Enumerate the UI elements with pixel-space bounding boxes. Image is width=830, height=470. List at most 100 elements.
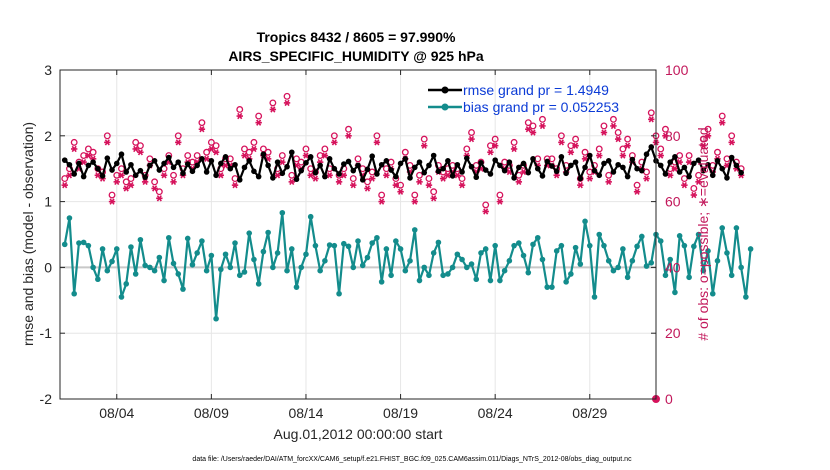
obs-possible-marker [690, 184, 698, 192]
bias-point [691, 243, 697, 250]
left-tick-label: 1 [44, 194, 52, 210]
obs-evaluated-marker [383, 172, 390, 179]
bias-point [497, 277, 503, 284]
rmse-point [232, 161, 238, 168]
bias-point [336, 290, 342, 297]
asterisk-stroke [95, 172, 101, 179]
obs-evaluated-marker [681, 181, 688, 189]
rmse-point [482, 167, 489, 173]
obs-evaluated-marker [364, 185, 371, 192]
rmse-point [298, 167, 305, 174]
asterisk-stroke [336, 178, 342, 186]
rmse-point [236, 177, 243, 183]
rmse-point [539, 173, 546, 179]
asterisk-stroke [700, 142, 706, 149]
rmse-point [345, 158, 352, 165]
bias-point [128, 244, 134, 250]
rmse-point [383, 158, 390, 164]
rmse-point [402, 156, 409, 162]
rmse-point [147, 162, 153, 169]
obs-possible-marker [420, 135, 428, 143]
obs-possible-marker [496, 191, 504, 199]
x-tick-label: 08/04 [99, 405, 134, 421]
rmse-point [705, 161, 711, 168]
bias-point [208, 252, 215, 259]
asterisk-stroke [412, 198, 418, 205]
bias-point [478, 250, 484, 256]
rmse-point [123, 169, 130, 175]
rmse-point [445, 158, 451, 164]
right-tick-label: 20 [665, 325, 681, 341]
bias-point [255, 281, 262, 287]
rmse-point [544, 158, 551, 165]
obs-evaluated-marker [132, 145, 139, 153]
chart-title-line2: AIRS_SPECIFIC_HUMIDITY @ 925 hPa [228, 48, 484, 64]
obs-possible-marker [539, 115, 546, 123]
rmse-point [128, 161, 134, 168]
asterisk-stroke [152, 185, 158, 192]
rmse-point [241, 164, 248, 171]
bias-point [586, 242, 593, 249]
rmse-point [151, 158, 158, 164]
asterisk-stroke [161, 172, 167, 179]
obs-possible-marker [718, 112, 726, 120]
rmse-point [251, 168, 257, 175]
obs-possible-marker [491, 135, 499, 143]
asterisk-stroke [705, 132, 711, 139]
legend: rmse grand pr = 1.4949 bias grand pr = 0… [428, 82, 619, 115]
bias-point [161, 277, 167, 284]
obs-evaluated-marker [66, 172, 73, 179]
obs-possible-marker [430, 188, 438, 196]
rmse-point [407, 175, 413, 181]
bias-point [482, 246, 489, 252]
rmse-point [426, 162, 432, 169]
obs-evaluated-marker [274, 172, 281, 179]
bias-point [572, 244, 579, 251]
rmse-point [303, 159, 309, 166]
rmse-point [639, 167, 645, 174]
bias-point [568, 271, 574, 277]
bias-point [104, 267, 111, 274]
rmse-point [492, 157, 498, 163]
obs-evaluated-marker [345, 132, 352, 139]
obs-possible-marker [203, 148, 211, 156]
obs-evaluated-marker [61, 181, 68, 189]
obs-possible-marker [416, 171, 423, 179]
x-tick-label: 08/24 [478, 405, 513, 421]
asterisk-stroke [719, 119, 725, 126]
rmse-point [270, 175, 276, 181]
obs-possible-marker [278, 152, 286, 159]
obs-possible-marker [127, 175, 135, 183]
bias-point [454, 251, 461, 258]
obs-possible-marker [212, 142, 220, 150]
bias-point [203, 267, 210, 274]
bias-point [232, 240, 238, 246]
rmse-point [288, 149, 295, 156]
bias-point [530, 241, 536, 248]
x-axis-label: Aug.01,2012 00:00:00 start [274, 426, 443, 442]
obs-possible-marker [609, 115, 617, 123]
asterisk-stroke [487, 149, 494, 156]
rmse-point [719, 165, 726, 172]
rmse-point [208, 158, 215, 164]
bias-point [463, 264, 470, 271]
bias-point [345, 243, 352, 250]
rmse-point [222, 154, 229, 160]
rmse-point [336, 171, 342, 177]
bias-point [558, 242, 565, 249]
obs-evaluated-marker [85, 152, 92, 159]
asterisk-stroke [620, 152, 626, 159]
bias-point [222, 251, 229, 258]
bias-point [724, 250, 730, 256]
rmse-point [695, 157, 702, 163]
asterisk-stroke [558, 139, 564, 146]
rmse-point [85, 162, 92, 169]
obs-evaluated-marker [425, 181, 433, 189]
asterisk-stroke [308, 172, 314, 179]
asterisk-stroke [142, 178, 148, 186]
rmse-point [615, 161, 621, 168]
asterisk-stroke [345, 132, 352, 139]
obs-evaluated-marker [118, 172, 125, 179]
x-tick-label: 08/19 [383, 405, 418, 421]
asterisk-stroke [587, 175, 593, 182]
